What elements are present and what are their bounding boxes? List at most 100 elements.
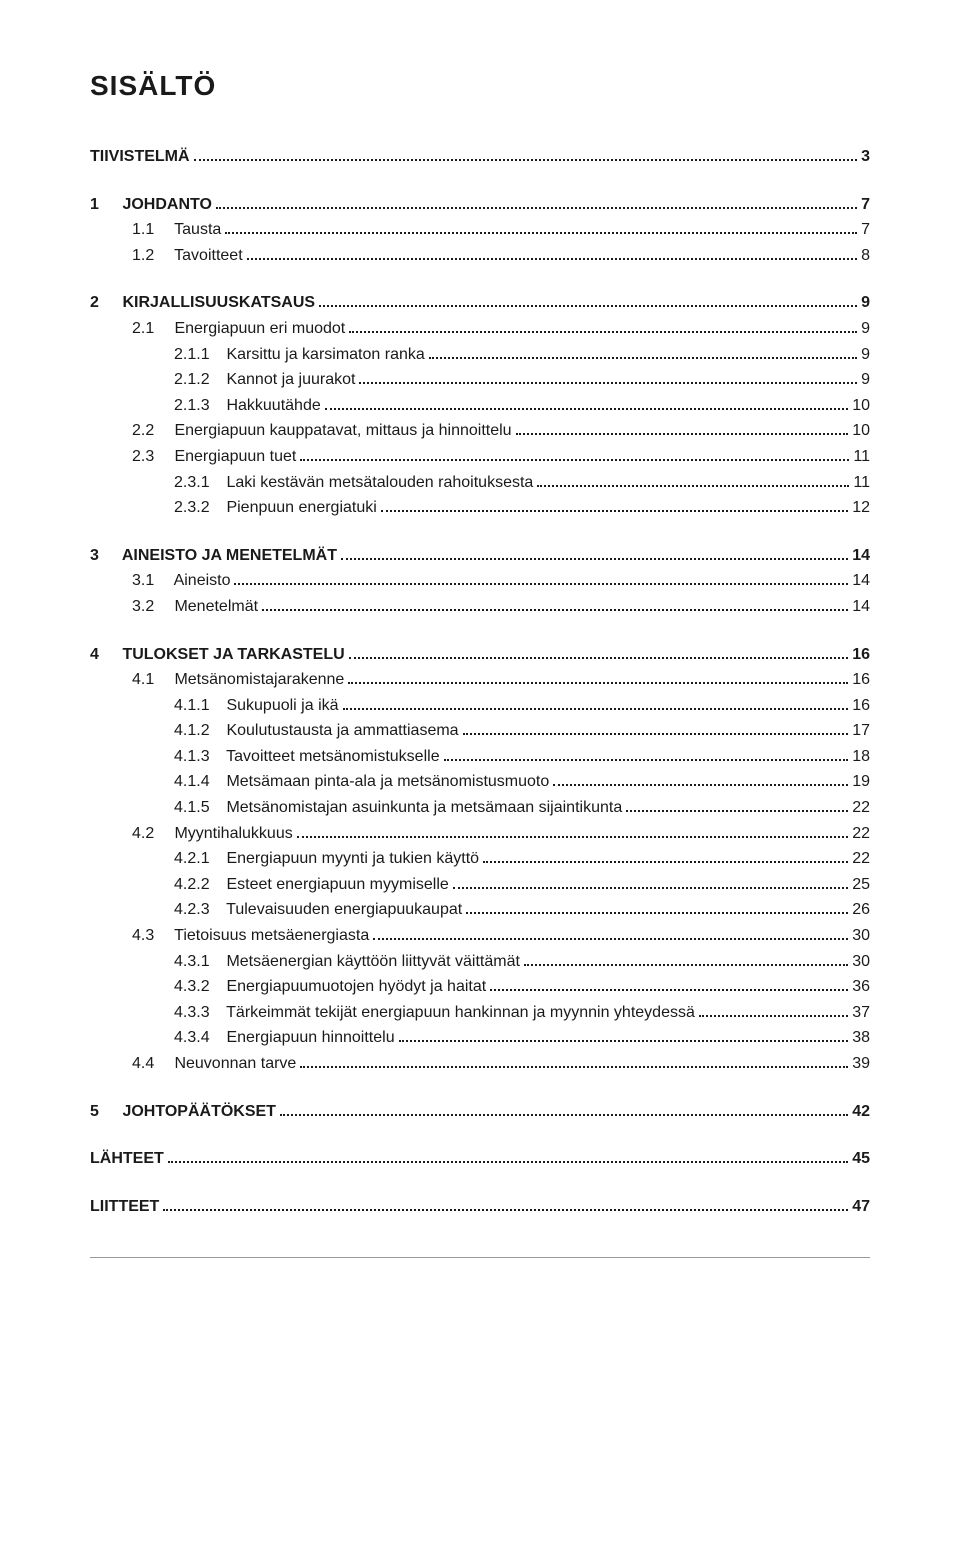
toc-entry-label: LÄHTEET [90, 1146, 164, 1172]
toc-entry-page: 16 [852, 642, 870, 668]
toc-entry: 2.1.1 Karsittu ja karsimaton ranka9 [174, 342, 870, 368]
toc-entry-text: Energiapuun eri muodot [174, 320, 345, 337]
toc-leader-dots [325, 408, 848, 410]
toc-entry-label: 4.3 Tietoisuus metsäenergiasta [132, 923, 369, 949]
toc-entry: 5 JOHTOPÄÄTÖKSET 42 [90, 1099, 870, 1125]
toc-entry-page: 45 [852, 1146, 870, 1172]
toc-entry: 4.2.3 Tulevaisuuden energiapuukaupat26 [174, 897, 870, 923]
toc-entry-text: Tavoitteet metsänomistukselle [226, 748, 439, 765]
toc-entry-number: 2.3 [132, 444, 170, 470]
toc-entry-label: 4.1 Metsänomistajarakenne [132, 667, 344, 693]
toc-entry: 3.1 Aineisto14 [132, 568, 870, 594]
table-of-contents: TIIVISTELMÄ31 JOHDANTO71.1 Tausta71.2 Ta… [90, 144, 870, 1219]
toc-leader-dots [483, 861, 848, 863]
toc-entry: 4.2.1 Energiapuun myynti ja tukien käytt… [174, 846, 870, 872]
toc-entry-number: 4.1.3 [174, 744, 222, 770]
toc-leader-dots [300, 1066, 848, 1068]
toc-entry-page: 11 [853, 444, 870, 470]
toc-entry-page: 8 [861, 243, 870, 269]
toc-entry-label: 2.3.1 Laki kestävän metsätalouden rahoit… [174, 470, 533, 496]
toc-entry-page: 39 [852, 1051, 870, 1077]
toc-entry-text: Laki kestävän metsätalouden rahoituksest… [226, 474, 533, 491]
toc-leader-dots [280, 1114, 848, 1116]
toc-entry-page: 30 [852, 949, 870, 975]
toc-entry-label: 2.1.1 Karsittu ja karsimaton ranka [174, 342, 425, 368]
toc-entry-label: 1.2 Tavoitteet [132, 243, 243, 269]
toc-entry-label: 4.1.1 Sukupuoli ja ikä [174, 693, 339, 719]
toc-entry-text: Energiapuun kauppatavat, mittaus ja hinn… [174, 422, 511, 439]
toc-entry-number: 2.1.3 [174, 393, 222, 419]
toc-leader-dots [626, 810, 848, 812]
toc-entry-label: 4.1.2 Koulutustausta ja ammattiasema [174, 718, 459, 744]
toc-entry-text: JOHTOPÄÄTÖKSET [122, 1103, 276, 1120]
toc-entry: 2 KIRJALLISUUSKATSAUS9 [90, 290, 870, 316]
toc-leader-dots [553, 784, 848, 786]
toc-entry-text: LÄHTEET [90, 1150, 164, 1167]
toc-entry-text: TULOKSET JA TARKASTELU [122, 646, 344, 663]
toc-entry-label: 2.1 Energiapuun eri muodot [132, 316, 345, 342]
toc-leader-dots [516, 433, 849, 435]
toc-entry-label: 3.2 Menetelmät [132, 594, 258, 620]
toc-entry-label: 1.1 Tausta [132, 217, 221, 243]
toc-entry-page: 42 [852, 1099, 870, 1125]
toc-entry-label: 2.2 Energiapuun kauppatavat, mittaus ja … [132, 418, 512, 444]
toc-entry-text: Myyntihalukkuus [174, 825, 292, 842]
toc-entry-page: 16 [852, 667, 870, 693]
toc-entry-number: 1 [90, 192, 118, 218]
toc-entry-label: 4.3.1 Metsäenergian käyttöön liittyvät v… [174, 949, 520, 975]
toc-entry: 4.1.4 Metsämaan pinta-ala ja metsänomist… [174, 769, 870, 795]
toc-leader-dots [216, 207, 857, 209]
toc-entry-label: 1 JOHDANTO [90, 192, 212, 218]
toc-entry-number: 5 [90, 1099, 118, 1125]
toc-entry-text: Neuvonnan tarve [174, 1055, 296, 1072]
toc-entry-page: 10 [852, 393, 870, 419]
toc-entry-number: 2.1.2 [174, 367, 222, 393]
toc-entry-page: 36 [852, 974, 870, 1000]
toc-entry-number: 4.1 [132, 667, 170, 693]
toc-entry-page: 37 [852, 1000, 870, 1026]
toc-entry-label: 4.2.1 Energiapuun myynti ja tukien käytt… [174, 846, 479, 872]
toc-entry-text: Tietoisuus metsäenergiasta [174, 927, 369, 944]
toc-entry: LIITTEET47 [90, 1194, 870, 1220]
toc-entry-text: Energiapuumuotojen hyödyt ja haitat [226, 978, 486, 995]
toc-entry-text: Aineisto [174, 572, 231, 589]
toc-entry-text: Tavoitteet [174, 247, 242, 264]
toc-leader-dots [341, 558, 848, 560]
toc-entry-text: TIIVISTELMÄ [90, 148, 190, 165]
toc-leader-dots [300, 459, 849, 461]
toc-entry-text: Pienpuun energiatuki [226, 499, 376, 516]
toc-entry: 4.2 Myyntihalukkuus22 [132, 821, 870, 847]
toc-entry-number: 3 [90, 543, 118, 569]
toc-entry-label: 4.1.4 Metsämaan pinta-ala ja metsänomist… [174, 769, 549, 795]
toc-entry-label: 2.3.2 Pienpuun energiatuki [174, 495, 377, 521]
toc-entry-label: 4.2.2 Esteet energiapuun myymiselle [174, 872, 449, 898]
toc-entry: 2.3.2 Pienpuun energiatuki12 [174, 495, 870, 521]
toc-entry-number: 4.2.3 [174, 897, 222, 923]
toc-entry-label: 4.2 Myyntihalukkuus [132, 821, 293, 847]
toc-leader-dots [319, 305, 857, 307]
toc-leader-dots [163, 1209, 848, 1211]
toc-leader-dots [537, 485, 849, 487]
toc-entry-number: 4.2.1 [174, 846, 222, 872]
toc-entry: 2.1 Energiapuun eri muodot9 [132, 316, 870, 342]
toc-entry-label: 4.3.4 Energiapuun hinnoittelu [174, 1025, 395, 1051]
toc-entry: LÄHTEET 45 [90, 1146, 870, 1172]
toc-entry-label: 2.3 Energiapuun tuet [132, 444, 296, 470]
toc-entry-text: Metsämaan pinta-ala ja metsänomistusmuot… [226, 773, 549, 790]
toc-entry-number: 4.1.4 [174, 769, 222, 795]
toc-entry: 2.2 Energiapuun kauppatavat, mittaus ja … [132, 418, 870, 444]
toc-entry-label: 4.3.2 Energiapuumuotojen hyödyt ja haita… [174, 974, 486, 1000]
toc-entry-number: 3.1 [132, 568, 170, 594]
toc-entry-number: 2.1.1 [174, 342, 222, 368]
toc-entry-label: 4.4 Neuvonnan tarve [132, 1051, 296, 1077]
toc-entry-text: Tärkeimmät tekijät energiapuun hankinnan… [226, 1004, 695, 1021]
toc-entry-label: 4.3.3 Tärkeimmät tekijät energiapuun han… [174, 1000, 695, 1026]
toc-entry: 2.1.2 Kannot ja juurakot9 [174, 367, 870, 393]
toc-entry-text: JOHDANTO [122, 196, 212, 213]
toc-entry-number: 2 [90, 290, 118, 316]
toc-leader-dots [348, 682, 848, 684]
toc-entry: 4.1.5 Metsänomistajan asuinkunta ja mets… [174, 795, 870, 821]
toc-entry-text: Metsänomistajan asuinkunta ja metsämaan … [226, 799, 622, 816]
toc-entry-number: 4.3.4 [174, 1025, 222, 1051]
toc-leader-dots [399, 1040, 849, 1042]
